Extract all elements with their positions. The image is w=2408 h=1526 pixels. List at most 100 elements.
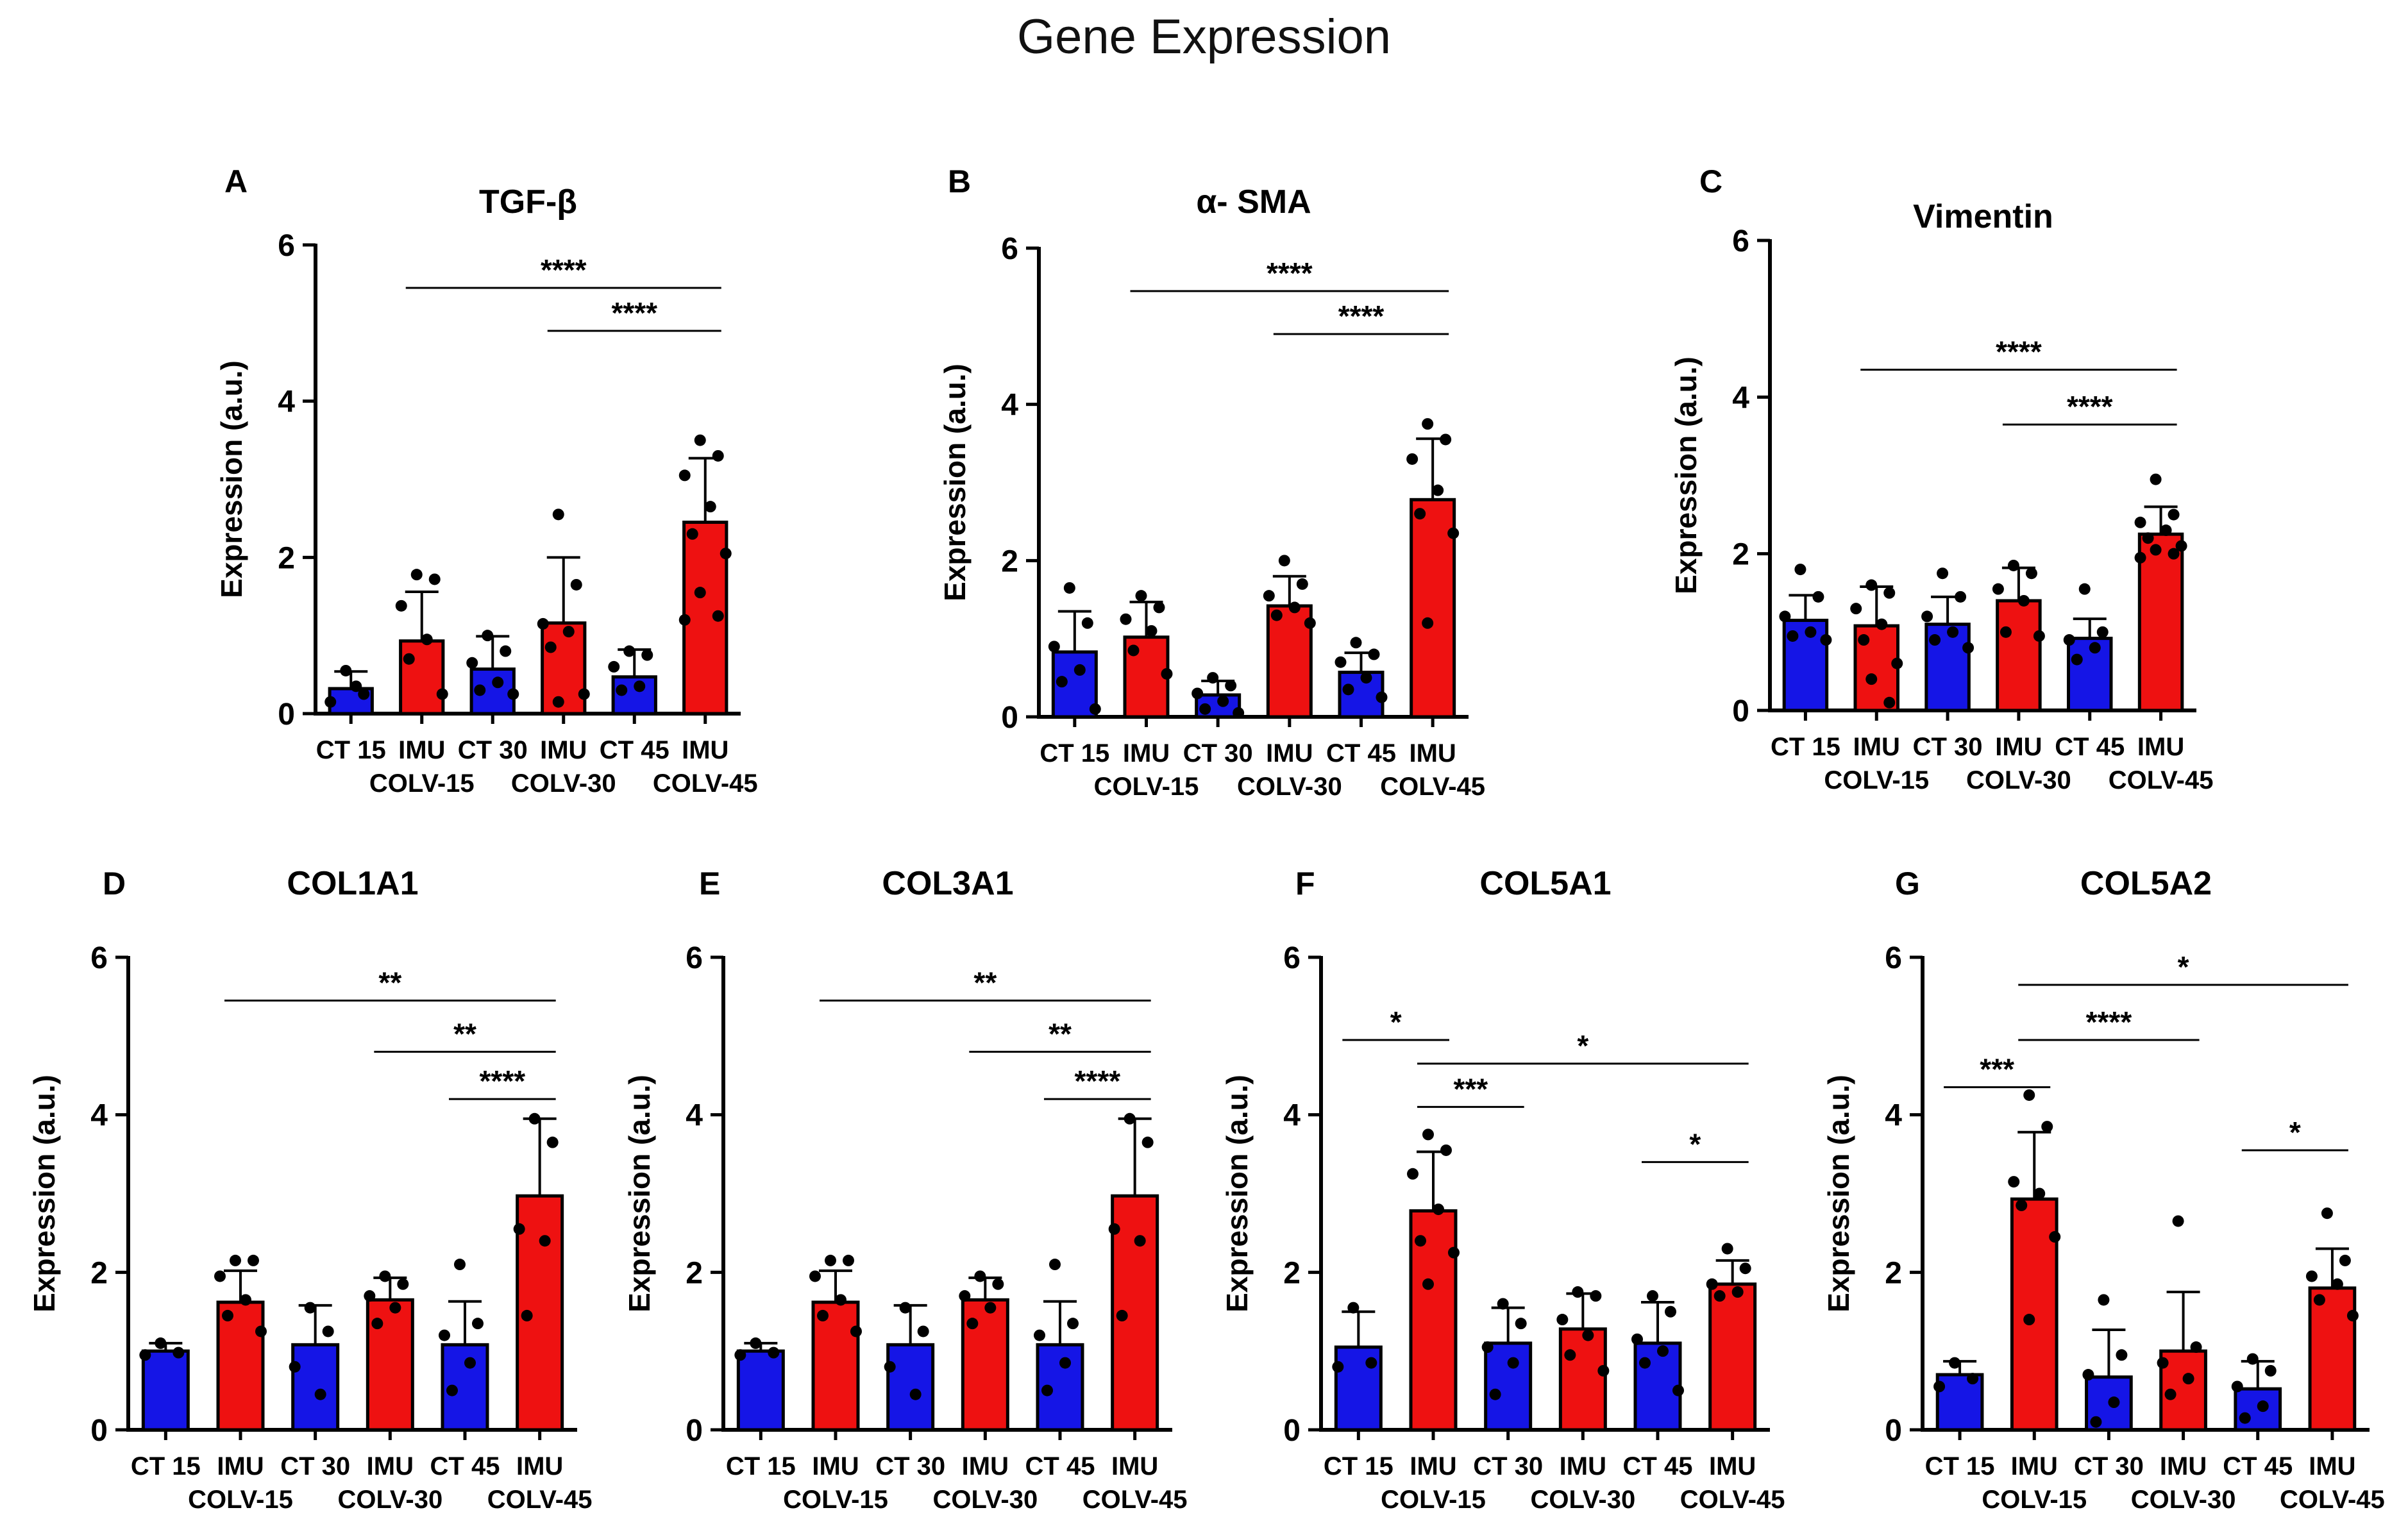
x-tick-label: CT 30 [1473, 1452, 1543, 1480]
significance-label: **** [1267, 256, 1313, 290]
significance-label: **** [2067, 390, 2113, 423]
data-point [1233, 707, 1245, 719]
data-point [1962, 642, 1974, 654]
x-tick-label: CT 15 [316, 736, 386, 764]
data-point [2313, 1294, 2325, 1306]
data-point [2190, 1341, 2202, 1354]
x-tick-label: CT 45 [430, 1452, 500, 1480]
x-tick-label-line2: COLV-15 [1381, 1486, 1486, 1514]
data-point [2071, 653, 2083, 666]
data-point [2339, 1254, 2351, 1266]
x-tick-label-line2: COLV-30 [2131, 1486, 2236, 1514]
data-point [2096, 626, 2109, 638]
data-point [552, 696, 564, 708]
y-tick-label: 2 [686, 1256, 703, 1290]
data-point [410, 569, 423, 581]
data-point [1850, 603, 1862, 615]
data-point [2172, 1215, 2184, 1227]
x-tick-label: IMU [2137, 733, 2184, 761]
y-tick-label: 0 [1732, 694, 1749, 728]
x-tick-label: CT 45 [2223, 1452, 2293, 1480]
x-tick-label-line2: COLV-45 [653, 769, 758, 798]
data-point [324, 696, 337, 708]
data-point [1376, 691, 1388, 703]
x-tick-label: IMU [2309, 1452, 2355, 1480]
significance-label: **** [1996, 335, 2042, 369]
data-point [843, 1254, 854, 1266]
data-point [2098, 1294, 2110, 1306]
x-tick-label: IMU [1410, 1452, 1456, 1480]
y-tick-label: 2 [1732, 538, 1749, 572]
data-point [678, 469, 691, 482]
panel-f: F COL5A1 Expression (a.u.) 0 2 4 6 CT 15 IMU COLV… [1220, 865, 1785, 1514]
y-tick-label: 2 [278, 541, 295, 575]
significance-label: **** [1075, 1064, 1121, 1098]
data-point [1342, 683, 1354, 696]
data-point [1440, 433, 1452, 446]
data-point [1116, 1309, 1128, 1321]
y-tick-label: 6 [1732, 224, 1749, 258]
bar [2234, 1387, 2282, 1432]
data-point [1929, 634, 1941, 646]
data-point [2017, 594, 2030, 607]
data-point [884, 1361, 896, 1373]
data-point [439, 1329, 450, 1341]
data-point [474, 684, 486, 696]
panel-b: Bα- SMA Expression (a.u.) 0 2 4 6 CT 15 IMU COLV… [938, 164, 1485, 801]
panel-title: COL5A2 [2080, 865, 2212, 902]
data-point [1081, 617, 1093, 629]
data-point [314, 1388, 326, 1400]
data-point [304, 1302, 316, 1314]
x-tick-label: IMU [1410, 739, 1456, 767]
x-tick-label-line2: COLV-30 [1530, 1486, 1635, 1514]
x-tick-label-line2: COLV-15 [369, 769, 475, 798]
data-point [1360, 672, 1372, 684]
x-tick-label: IMU [1266, 739, 1313, 767]
data-point [634, 680, 646, 692]
data-point [358, 688, 370, 700]
x-tick-label: IMU [2011, 1452, 2058, 1480]
y-tick-label: 0 [1283, 1414, 1301, 1448]
data-point [1073, 664, 1086, 676]
x-tick-label-line2: COLV-15 [783, 1486, 888, 1514]
data-point [835, 1294, 846, 1306]
significance-label: ** [453, 1017, 476, 1050]
data-point [1135, 590, 1147, 602]
panel-letter: G [1895, 866, 1920, 901]
panel-title: COL3A1 [882, 865, 1013, 902]
data-point [917, 1325, 929, 1337]
data-point [2150, 544, 2162, 556]
bar [1996, 599, 2042, 712]
x-tick-label-line2: COLV-45 [2109, 766, 2214, 794]
x-tick-label: IMU [962, 1452, 1009, 1480]
data-point [678, 614, 691, 626]
data-point [1572, 1286, 1584, 1298]
data-point [2246, 1353, 2259, 1365]
data-point [734, 1349, 746, 1361]
x-tick-label: CT 30 [1183, 739, 1253, 767]
data-point [1432, 484, 1444, 496]
y-tick-label: 0 [1885, 1414, 1902, 1448]
significance-label: **** [611, 296, 657, 330]
data-point [1407, 1168, 1419, 1180]
x-tick-label: CT 30 [280, 1452, 350, 1480]
data-point [1422, 418, 1434, 430]
x-tick-label: CT 45 [1623, 1452, 1693, 1480]
data-point [1422, 1278, 1434, 1290]
x-tick-label-line2: COLV-15 [1094, 773, 1199, 801]
data-point [379, 1270, 391, 1282]
data-point [1883, 587, 1896, 599]
data-point [1582, 1329, 1594, 1341]
bar [811, 1300, 860, 1432]
y-axis-label: Expression (a.u.) [1220, 1075, 1254, 1312]
x-tick-label-line2: COLV-30 [932, 1486, 1038, 1514]
data-point [2257, 1400, 2269, 1413]
data-point [694, 587, 706, 599]
data-point [371, 1318, 383, 1330]
data-point [1414, 508, 1426, 520]
data-point [1422, 1128, 1434, 1141]
data-point [537, 617, 549, 630]
data-point [1067, 1318, 1079, 1330]
data-point [1278, 555, 1290, 567]
bar [1484, 1341, 1533, 1432]
